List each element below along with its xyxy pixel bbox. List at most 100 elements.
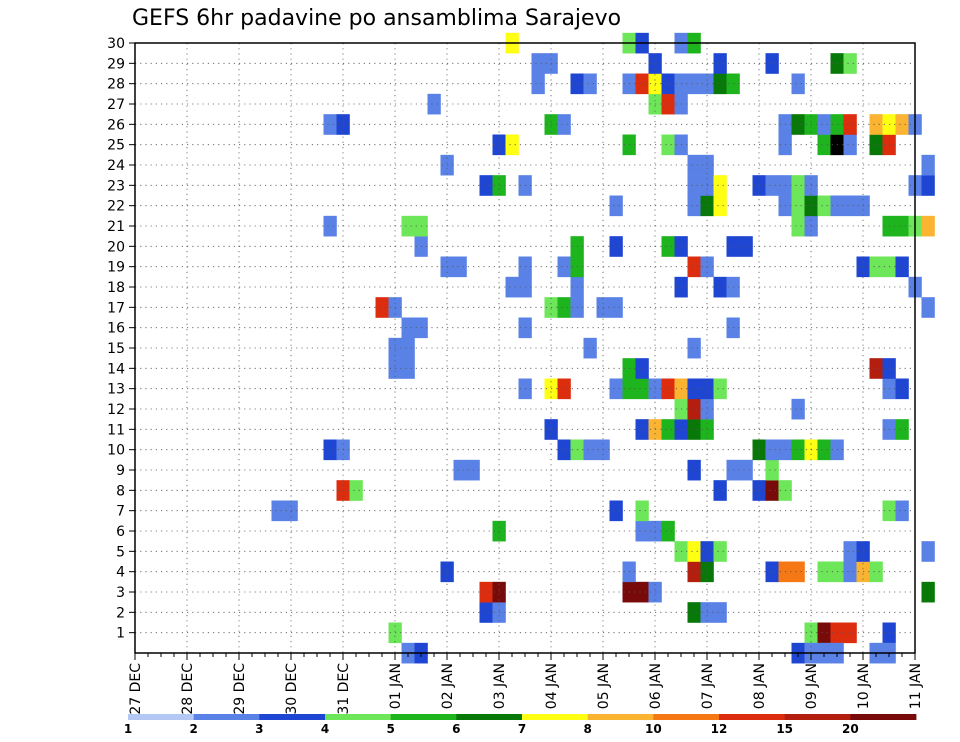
heatmap-cell bbox=[557, 114, 571, 135]
heatmap-cell bbox=[713, 175, 727, 196]
colorbar-tick-label: 8 bbox=[583, 722, 591, 736]
colorbar-tick-label: 3 bbox=[255, 722, 263, 736]
heatmap-cell bbox=[843, 134, 857, 156]
heatmap-cell bbox=[817, 134, 831, 156]
y-tick-label: 5 bbox=[116, 544, 125, 560]
heatmap-cell bbox=[921, 154, 935, 176]
heatmap-cell bbox=[765, 439, 779, 461]
heatmap-cell bbox=[687, 256, 701, 278]
x-tick-label: 09 JAN bbox=[804, 663, 820, 709]
heatmap-cell bbox=[609, 378, 623, 400]
colorbar-tick-label: 4 bbox=[321, 722, 329, 736]
heatmap-cell bbox=[869, 561, 883, 583]
heatmap-cell bbox=[843, 114, 857, 135]
heatmap-cell bbox=[635, 520, 649, 542]
colorbar-tick-label: 15 bbox=[776, 722, 793, 736]
colorbar-tick-label: 6 bbox=[452, 722, 460, 736]
colorbar-swatch bbox=[259, 714, 326, 720]
heatmap-cell bbox=[687, 154, 701, 176]
heatmap-cell bbox=[895, 378, 909, 400]
heatmap-cell bbox=[427, 93, 441, 115]
heatmap-cell bbox=[323, 114, 337, 135]
heatmap-cell bbox=[921, 541, 935, 562]
heatmap-cell bbox=[687, 175, 701, 196]
heatmap-cell bbox=[687, 337, 701, 359]
heatmap-cell bbox=[661, 419, 675, 440]
heatmap-cell bbox=[869, 114, 883, 135]
y-tick-label: 25 bbox=[107, 138, 125, 154]
y-tick-label: 20 bbox=[107, 239, 125, 255]
heatmap-cell bbox=[661, 520, 675, 542]
heatmap-cell bbox=[583, 73, 597, 95]
colorbar-tick-label: 10 bbox=[645, 722, 662, 736]
x-tick-label: 02 JAN bbox=[440, 663, 456, 709]
y-tick-label: 15 bbox=[107, 341, 125, 357]
heatmap-cell bbox=[635, 581, 649, 603]
heatmap-cell bbox=[739, 236, 753, 257]
heatmap-cell bbox=[635, 358, 649, 379]
heatmap-cell bbox=[349, 480, 363, 501]
heatmap-cell bbox=[713, 276, 727, 298]
colorbar-tick-label: 1 bbox=[124, 722, 132, 736]
colorbar-tick-label: 12 bbox=[711, 722, 728, 736]
heatmap-cell bbox=[713, 195, 727, 217]
y-tick-label: 14 bbox=[107, 361, 125, 377]
heatmap-cell bbox=[895, 256, 909, 278]
heatmap-cell bbox=[869, 134, 883, 156]
heatmap-cell bbox=[791, 114, 805, 135]
heatmap-cell bbox=[713, 480, 727, 501]
heatmap-cell bbox=[791, 73, 805, 95]
heatmap-cell bbox=[687, 378, 701, 400]
heatmap-cell bbox=[635, 500, 649, 522]
colorbar-swatch bbox=[587, 714, 654, 720]
colorbar-tick-label: 2 bbox=[189, 722, 197, 736]
heatmap-cell bbox=[817, 561, 831, 583]
heatmap-cell bbox=[661, 93, 675, 115]
heatmap-cell bbox=[843, 622, 857, 644]
heatmap-cell bbox=[869, 358, 883, 379]
y-tick-label: 28 bbox=[107, 77, 125, 93]
heatmap-cell bbox=[401, 337, 415, 359]
heatmap-cell bbox=[557, 256, 571, 278]
heatmap-cell bbox=[791, 195, 805, 217]
heatmap-cell bbox=[453, 459, 467, 481]
y-tick-label: 12 bbox=[107, 402, 125, 418]
heatmap-cell bbox=[817, 114, 831, 135]
heatmap-cell bbox=[635, 378, 649, 400]
x-tick-label: 05 JAN bbox=[596, 663, 612, 709]
heatmap-cell bbox=[661, 73, 675, 95]
y-tick-label: 13 bbox=[107, 382, 125, 398]
x-tick-label: 27 DEC bbox=[128, 663, 144, 715]
colorbar-tick-label: 5 bbox=[386, 722, 394, 736]
heatmap-cell bbox=[375, 297, 389, 318]
axes: 1234567891011121314151617181920212223242… bbox=[107, 36, 924, 715]
heatmap-cell bbox=[505, 134, 519, 156]
heatmap-cell bbox=[557, 297, 571, 318]
x-tick-label: 30 DEC bbox=[284, 663, 300, 715]
heatmap-cell bbox=[739, 459, 753, 481]
y-tick-label: 8 bbox=[116, 483, 125, 499]
heatmap-cell bbox=[687, 459, 701, 481]
heatmap-cell bbox=[713, 602, 727, 623]
heatmap-cell bbox=[713, 53, 727, 74]
colorbar-swatch bbox=[193, 714, 260, 720]
heatmap-cell bbox=[765, 459, 779, 481]
heatmap-cell bbox=[479, 175, 493, 196]
colorbar-swatch bbox=[325, 714, 392, 720]
heatmap-cell bbox=[921, 175, 935, 196]
heatmap-cell bbox=[401, 317, 415, 339]
y-tick-label: 1 bbox=[116, 626, 125, 642]
y-tick-label: 19 bbox=[107, 260, 125, 276]
x-tick-label: 07 JAN bbox=[700, 663, 716, 709]
heatmap-cell bbox=[765, 480, 779, 501]
x-tick-label: 04 JAN bbox=[544, 663, 560, 709]
colorbar: 1 2 3 4 5 6 7 8 10 12 15 20 bbox=[124, 714, 917, 736]
x-tick-label: 31 DEC bbox=[336, 663, 352, 715]
heatmap-cell bbox=[791, 215, 805, 237]
heatmap-cell bbox=[635, 419, 649, 440]
y-tick-label: 3 bbox=[116, 585, 125, 601]
y-tick-label: 9 bbox=[116, 463, 125, 479]
heatmap-cell bbox=[635, 73, 649, 95]
x-tick-label: 11 JAN bbox=[908, 663, 924, 709]
heatmap-cell bbox=[583, 337, 597, 359]
